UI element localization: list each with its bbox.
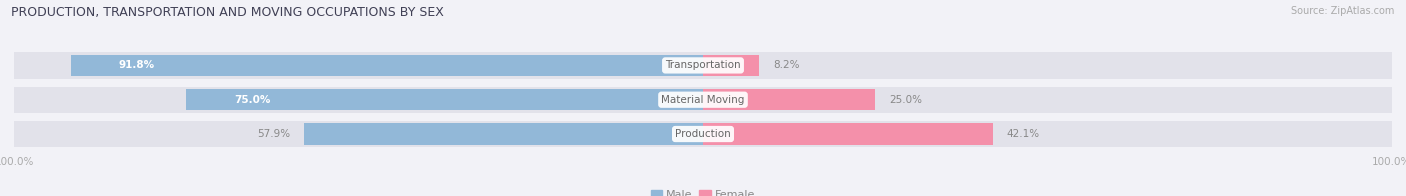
Text: 57.9%: 57.9% [257,129,290,139]
Bar [14,52,1392,79]
Text: 25.0%: 25.0% [889,95,922,105]
Text: Material Moving: Material Moving [661,95,745,105]
Text: 8.2%: 8.2% [773,60,800,70]
Bar [703,89,875,110]
Bar [703,55,759,76]
Text: 75.0%: 75.0% [235,95,271,105]
Text: Source: ZipAtlas.com: Source: ZipAtlas.com [1291,6,1395,16]
Legend: Male, Female: Male, Female [647,185,759,196]
Bar [703,123,993,145]
Bar [14,86,1392,113]
Text: 91.8%: 91.8% [118,60,155,70]
Text: PRODUCTION, TRANSPORTATION AND MOVING OCCUPATIONS BY SEX: PRODUCTION, TRANSPORTATION AND MOVING OC… [11,6,444,19]
Bar [70,55,703,76]
Text: Transportation: Transportation [665,60,741,70]
Bar [14,121,1392,147]
Bar [186,89,703,110]
Text: Production: Production [675,129,731,139]
Text: 42.1%: 42.1% [1007,129,1040,139]
Bar [304,123,703,145]
